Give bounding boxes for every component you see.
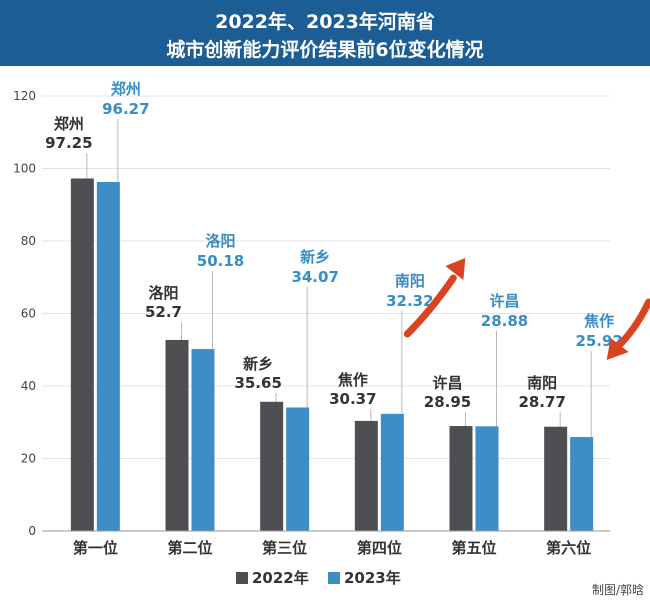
bar-2022-city-label: 南阳 <box>527 374 557 392</box>
trend-arrows <box>403 258 650 360</box>
bar-2022-city-label: 洛阳 <box>148 284 178 302</box>
legend-swatch-2022 <box>236 572 248 584</box>
x-tick-label: 第四位 <box>357 539 402 557</box>
bar-2023-value-label: 28.88 <box>481 312 528 330</box>
bar-2022-value-label: 97.25 <box>45 134 92 152</box>
bar-2023-value-label: 50.18 <box>197 252 244 270</box>
axes: 0 20 40 60 80 100 120 第一位 第二位 第三位 第四位 第五位 第六位 <box>13 89 610 557</box>
leader-lines <box>86 119 592 438</box>
legend: 2022年 2023年 <box>236 569 401 587</box>
bar-2023 <box>570 437 594 531</box>
bar-2022-value-label: 28.77 <box>518 393 565 411</box>
x-tick-label: 第五位 <box>451 539 496 557</box>
bar-2022 <box>449 426 473 531</box>
arrow-up-head <box>445 258 466 280</box>
bar-chart: 郑州97.25郑州96.27洛阳52.7洛阳50.18新乡35.65新乡34.0… <box>13 80 650 587</box>
y-tick-label: 20 <box>21 452 36 466</box>
bar-2022-value-label: 28.95 <box>424 393 471 411</box>
grid-layer <box>42 95 610 532</box>
bar-2023 <box>475 426 499 531</box>
bar-2022-city-label: 许昌 <box>432 374 462 392</box>
bar-2023-city-label: 郑州 <box>111 80 141 98</box>
bar-2023-value-label: 96.27 <box>102 100 149 118</box>
bar-2023 <box>96 182 120 531</box>
bar-2022-city-label: 焦作 <box>337 371 368 389</box>
bar-2022-value-label: 52.7 <box>145 303 182 321</box>
arrow-down-icon <box>613 298 650 352</box>
data-labels: 郑州97.25郑州96.27洛阳52.7洛阳50.18新乡35.65新乡34.0… <box>45 80 623 411</box>
bar-2023-city-label: 焦作 <box>583 312 614 330</box>
legend-label-2022: 2022年 <box>252 569 309 587</box>
bar-2023-value-label: 34.07 <box>291 268 338 286</box>
y-tick-label: 120 <box>13 89 36 103</box>
x-tick-label: 第六位 <box>546 539 591 557</box>
y-tick-label: 0 <box>28 524 36 538</box>
arrow-down-head <box>606 338 629 360</box>
bar-2023-city-label: 洛阳 <box>205 232 235 250</box>
bar-2023-city-label: 南阳 <box>395 272 425 290</box>
bar-2023-value-label: 32.32 <box>386 292 433 310</box>
y-tick-label: 40 <box>21 379 36 393</box>
bar-2023-city-label: 许昌 <box>489 292 519 310</box>
x-tick-label: 第二位 <box>167 539 212 557</box>
bar-2022-value-label: 30.37 <box>329 390 376 408</box>
chart-header: 2022年、2023年河南省 城市创新能力评价结果前6位变化情况 <box>0 0 650 66</box>
bar-2022-city-label: 郑州 <box>54 115 84 133</box>
bar-2022-city-label: 新乡 <box>243 355 273 373</box>
x-tick-label: 第三位 <box>262 539 307 557</box>
bar-2023 <box>191 349 215 531</box>
bar-2022 <box>70 178 94 531</box>
chart-title-line-2: 城市创新能力评价结果前6位变化情况 <box>166 39 484 61</box>
bars <box>70 178 594 531</box>
legend-swatch-2023 <box>328 572 340 584</box>
bar-2022 <box>544 426 568 531</box>
legend-label-2023: 2023年 <box>344 569 401 587</box>
y-tick-label: 80 <box>21 234 36 248</box>
arrow-up-icon <box>403 274 457 338</box>
y-tick-label: 100 <box>13 162 36 176</box>
bar-2022-value-label: 35.65 <box>234 374 281 392</box>
x-tick-label: 第一位 <box>73 539 118 557</box>
bar-2023 <box>380 413 404 531</box>
bar-2023 <box>286 407 310 531</box>
bar-2022 <box>354 420 378 531</box>
bar-2022 <box>260 401 284 531</box>
bar-2023-city-label: 新乡 <box>300 248 330 266</box>
chart-credit: 制图/郭晗 <box>591 583 644 597</box>
bar-2022 <box>165 339 189 531</box>
y-tick-label: 60 <box>21 307 36 321</box>
chart-title-line-1: 2022年、2023年河南省 <box>215 11 435 33</box>
